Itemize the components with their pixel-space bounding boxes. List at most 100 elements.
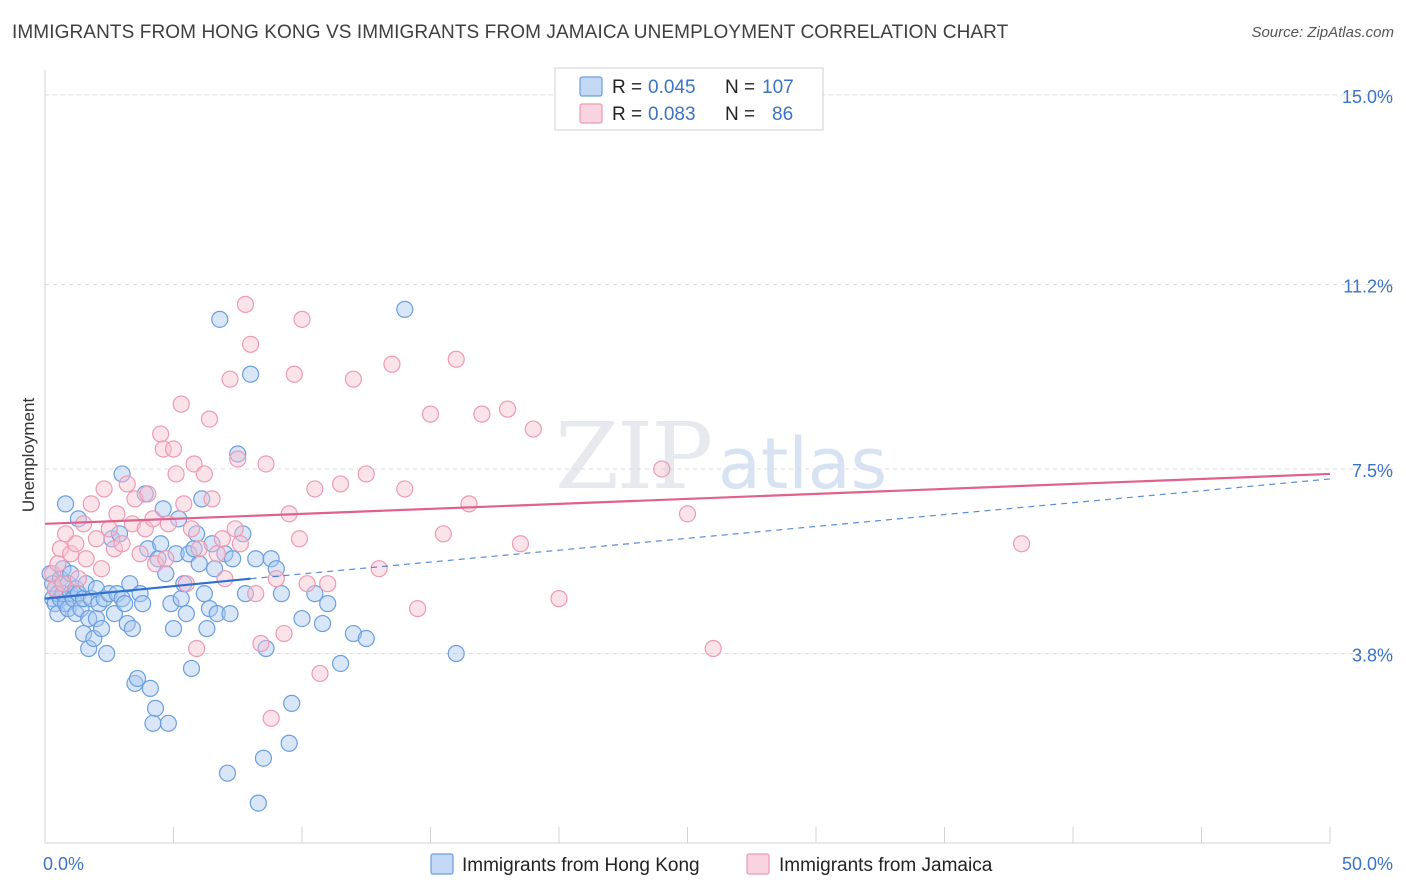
jamaica-point bbox=[131, 545, 149, 563]
hong-kong-point bbox=[134, 595, 152, 613]
jamaica-point bbox=[67, 535, 85, 553]
jamaica-point bbox=[298, 575, 316, 593]
legend-swatch-blue bbox=[579, 76, 603, 97]
jamaica-point bbox=[344, 370, 362, 388]
jamaica-point bbox=[152, 425, 170, 443]
y-tick-label: 15.0% bbox=[1342, 87, 1393, 107]
hong-kong-point bbox=[162, 595, 180, 613]
hong-kong-trend-line bbox=[44, 577, 251, 600]
y-tick-label: 11.2% bbox=[1343, 276, 1393, 296]
legend-r-value-1: 0.045 bbox=[648, 77, 696, 98]
axes: 3.8% 7.5% 11.2% 15.0% 0.0% 50.0% bbox=[43, 70, 1393, 874]
hong-kong-point bbox=[283, 694, 301, 712]
hong-kong-point bbox=[159, 714, 177, 732]
jamaica-point bbox=[473, 405, 491, 423]
jamaica-point bbox=[331, 475, 350, 493]
jamaica-point bbox=[49, 555, 67, 573]
jamaica-point bbox=[175, 495, 193, 513]
jamaica-point bbox=[383, 355, 401, 373]
jamaica-point bbox=[118, 475, 136, 493]
jamaica-point bbox=[511, 535, 530, 553]
hong-kong-point bbox=[95, 590, 113, 608]
jamaica-point bbox=[252, 634, 270, 653]
jamaica-point bbox=[164, 440, 183, 458]
hong-kong-point bbox=[203, 535, 221, 553]
hong-kong-point bbox=[87, 609, 106, 628]
series-legend: Immigrants from Hong Kong Immigrants fro… bbox=[430, 853, 993, 876]
x-tick-label: 0.0% bbox=[43, 854, 84, 874]
jamaica-point bbox=[188, 639, 206, 658]
jamaica-point bbox=[44, 565, 62, 583]
jamaica-point bbox=[396, 480, 414, 498]
jamaica-point bbox=[257, 455, 275, 473]
jamaica-point bbox=[126, 490, 144, 508]
hong-kong-point bbox=[198, 619, 216, 638]
legend-swatch-hong-kong bbox=[430, 853, 454, 875]
jamaica-point bbox=[62, 545, 80, 563]
hong-kong-point bbox=[254, 749, 273, 767]
hong-kong-point bbox=[185, 540, 203, 558]
correlation-legend: R = 0.045 N = 107 R = 0.083 N = 86 bbox=[554, 67, 824, 131]
hong-kong-point bbox=[152, 535, 170, 553]
jamaica-point bbox=[226, 520, 244, 538]
legend-n-value-1: 107 bbox=[762, 77, 794, 98]
hong-kong-point bbox=[208, 604, 226, 623]
jamaica-point bbox=[172, 395, 190, 413]
jamaica-point bbox=[409, 600, 427, 618]
legend-swatch-pink bbox=[579, 103, 603, 124]
jamaica-point bbox=[262, 709, 280, 727]
hong-kong-point bbox=[396, 300, 414, 318]
hong-kong-point bbox=[90, 595, 108, 613]
jamaica-point bbox=[247, 585, 265, 603]
jamaica-point bbox=[74, 515, 93, 533]
jamaica-point bbox=[311, 664, 329, 683]
hong-kong-point bbox=[167, 545, 185, 563]
series-hong-kong-points bbox=[41, 300, 465, 812]
jamaica-point bbox=[182, 520, 201, 538]
jamaica-point bbox=[77, 550, 95, 568]
hong-kong-point bbox=[157, 565, 175, 583]
hong-kong-point bbox=[313, 614, 332, 633]
jamaica-point bbox=[82, 495, 100, 513]
jamaica-point bbox=[290, 530, 309, 548]
source-label: Source: ZipAtlas.com bbox=[1251, 24, 1394, 41]
jamaica-point bbox=[447, 350, 465, 368]
hong-kong-point bbox=[110, 525, 129, 543]
hong-kong-point bbox=[188, 525, 206, 543]
jamaica-point bbox=[275, 624, 293, 643]
y-tick-label: 7.5% bbox=[1352, 461, 1393, 481]
legend-r-value-2: 0.083 bbox=[648, 104, 696, 125]
hong-kong-point bbox=[164, 619, 183, 638]
hong-kong-point bbox=[154, 500, 172, 518]
hong-kong-point bbox=[247, 550, 265, 568]
hong-kong-point bbox=[80, 639, 98, 658]
hong-kong-point bbox=[116, 595, 134, 613]
jamaica-point bbox=[203, 490, 221, 508]
jamaica-point bbox=[195, 465, 213, 483]
hong-kong-point bbox=[126, 674, 144, 693]
hong-kong-point bbox=[121, 575, 139, 593]
hong-kong-point bbox=[128, 669, 147, 688]
hong-kong-point bbox=[144, 714, 162, 732]
jamaica-point bbox=[87, 530, 106, 548]
hong-kong-point bbox=[221, 604, 239, 623]
jamaica-point bbox=[190, 540, 208, 558]
hong-kong-point bbox=[113, 465, 131, 483]
jamaica-point bbox=[319, 575, 337, 593]
hong-kong-point bbox=[218, 764, 237, 782]
jamaica-point bbox=[108, 505, 126, 523]
jamaica-point bbox=[69, 570, 88, 588]
jamaica-point bbox=[51, 540, 70, 558]
hong-kong-point bbox=[105, 604, 123, 623]
jamaica-point bbox=[208, 545, 226, 563]
jamaica-trend-line bbox=[44, 472, 1331, 525]
jamaica-point bbox=[92, 560, 111, 578]
jamaica-point bbox=[306, 480, 324, 498]
legend-label-jamaica: Immigrants from Jamaica bbox=[779, 855, 993, 876]
jamaica-point bbox=[242, 335, 260, 353]
hong-kong-point bbox=[211, 310, 229, 328]
jamaica-point bbox=[421, 405, 440, 423]
jamaica-point bbox=[704, 639, 722, 658]
hong-kong-point bbox=[357, 629, 375, 648]
